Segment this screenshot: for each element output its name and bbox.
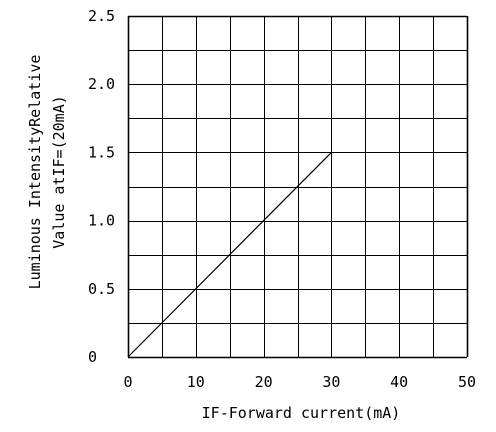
x-tick-label: 20 xyxy=(255,373,273,391)
y-tick-label: 2.0 xyxy=(88,75,115,93)
x-tick-labels: 0 10 20 30 40 50 xyxy=(123,373,476,391)
x-tick-label: 30 xyxy=(322,373,340,391)
y-tick-label: 2.5 xyxy=(88,7,115,25)
x-tick-label: 50 xyxy=(458,373,476,391)
grid xyxy=(127,15,469,359)
series-layer xyxy=(127,151,332,358)
y-axis-title: Luminous IntensityRelative Value atIF=(2… xyxy=(26,55,68,290)
x-axis-title: IF-Forward current(mA) xyxy=(202,404,401,422)
y-tick-label: 1.0 xyxy=(88,212,115,230)
y-tick-labels: 0 0.5 1.0 1.5 2.0 2.5 xyxy=(88,7,115,366)
y-tick-label: 0 xyxy=(88,348,97,366)
y-tick-label: 1.5 xyxy=(88,143,115,161)
y-tick-label: 0.5 xyxy=(88,280,115,298)
series-line-0 xyxy=(127,151,332,358)
y-axis-title-line-1: Luminous IntensityRelative xyxy=(26,55,44,290)
x-tick-label: 10 xyxy=(187,373,205,391)
x-tick-label: 0 xyxy=(123,373,132,391)
y-axis-title-line-2: Value atIF=(20mA) xyxy=(50,95,68,249)
x-tick-label: 40 xyxy=(390,373,408,391)
